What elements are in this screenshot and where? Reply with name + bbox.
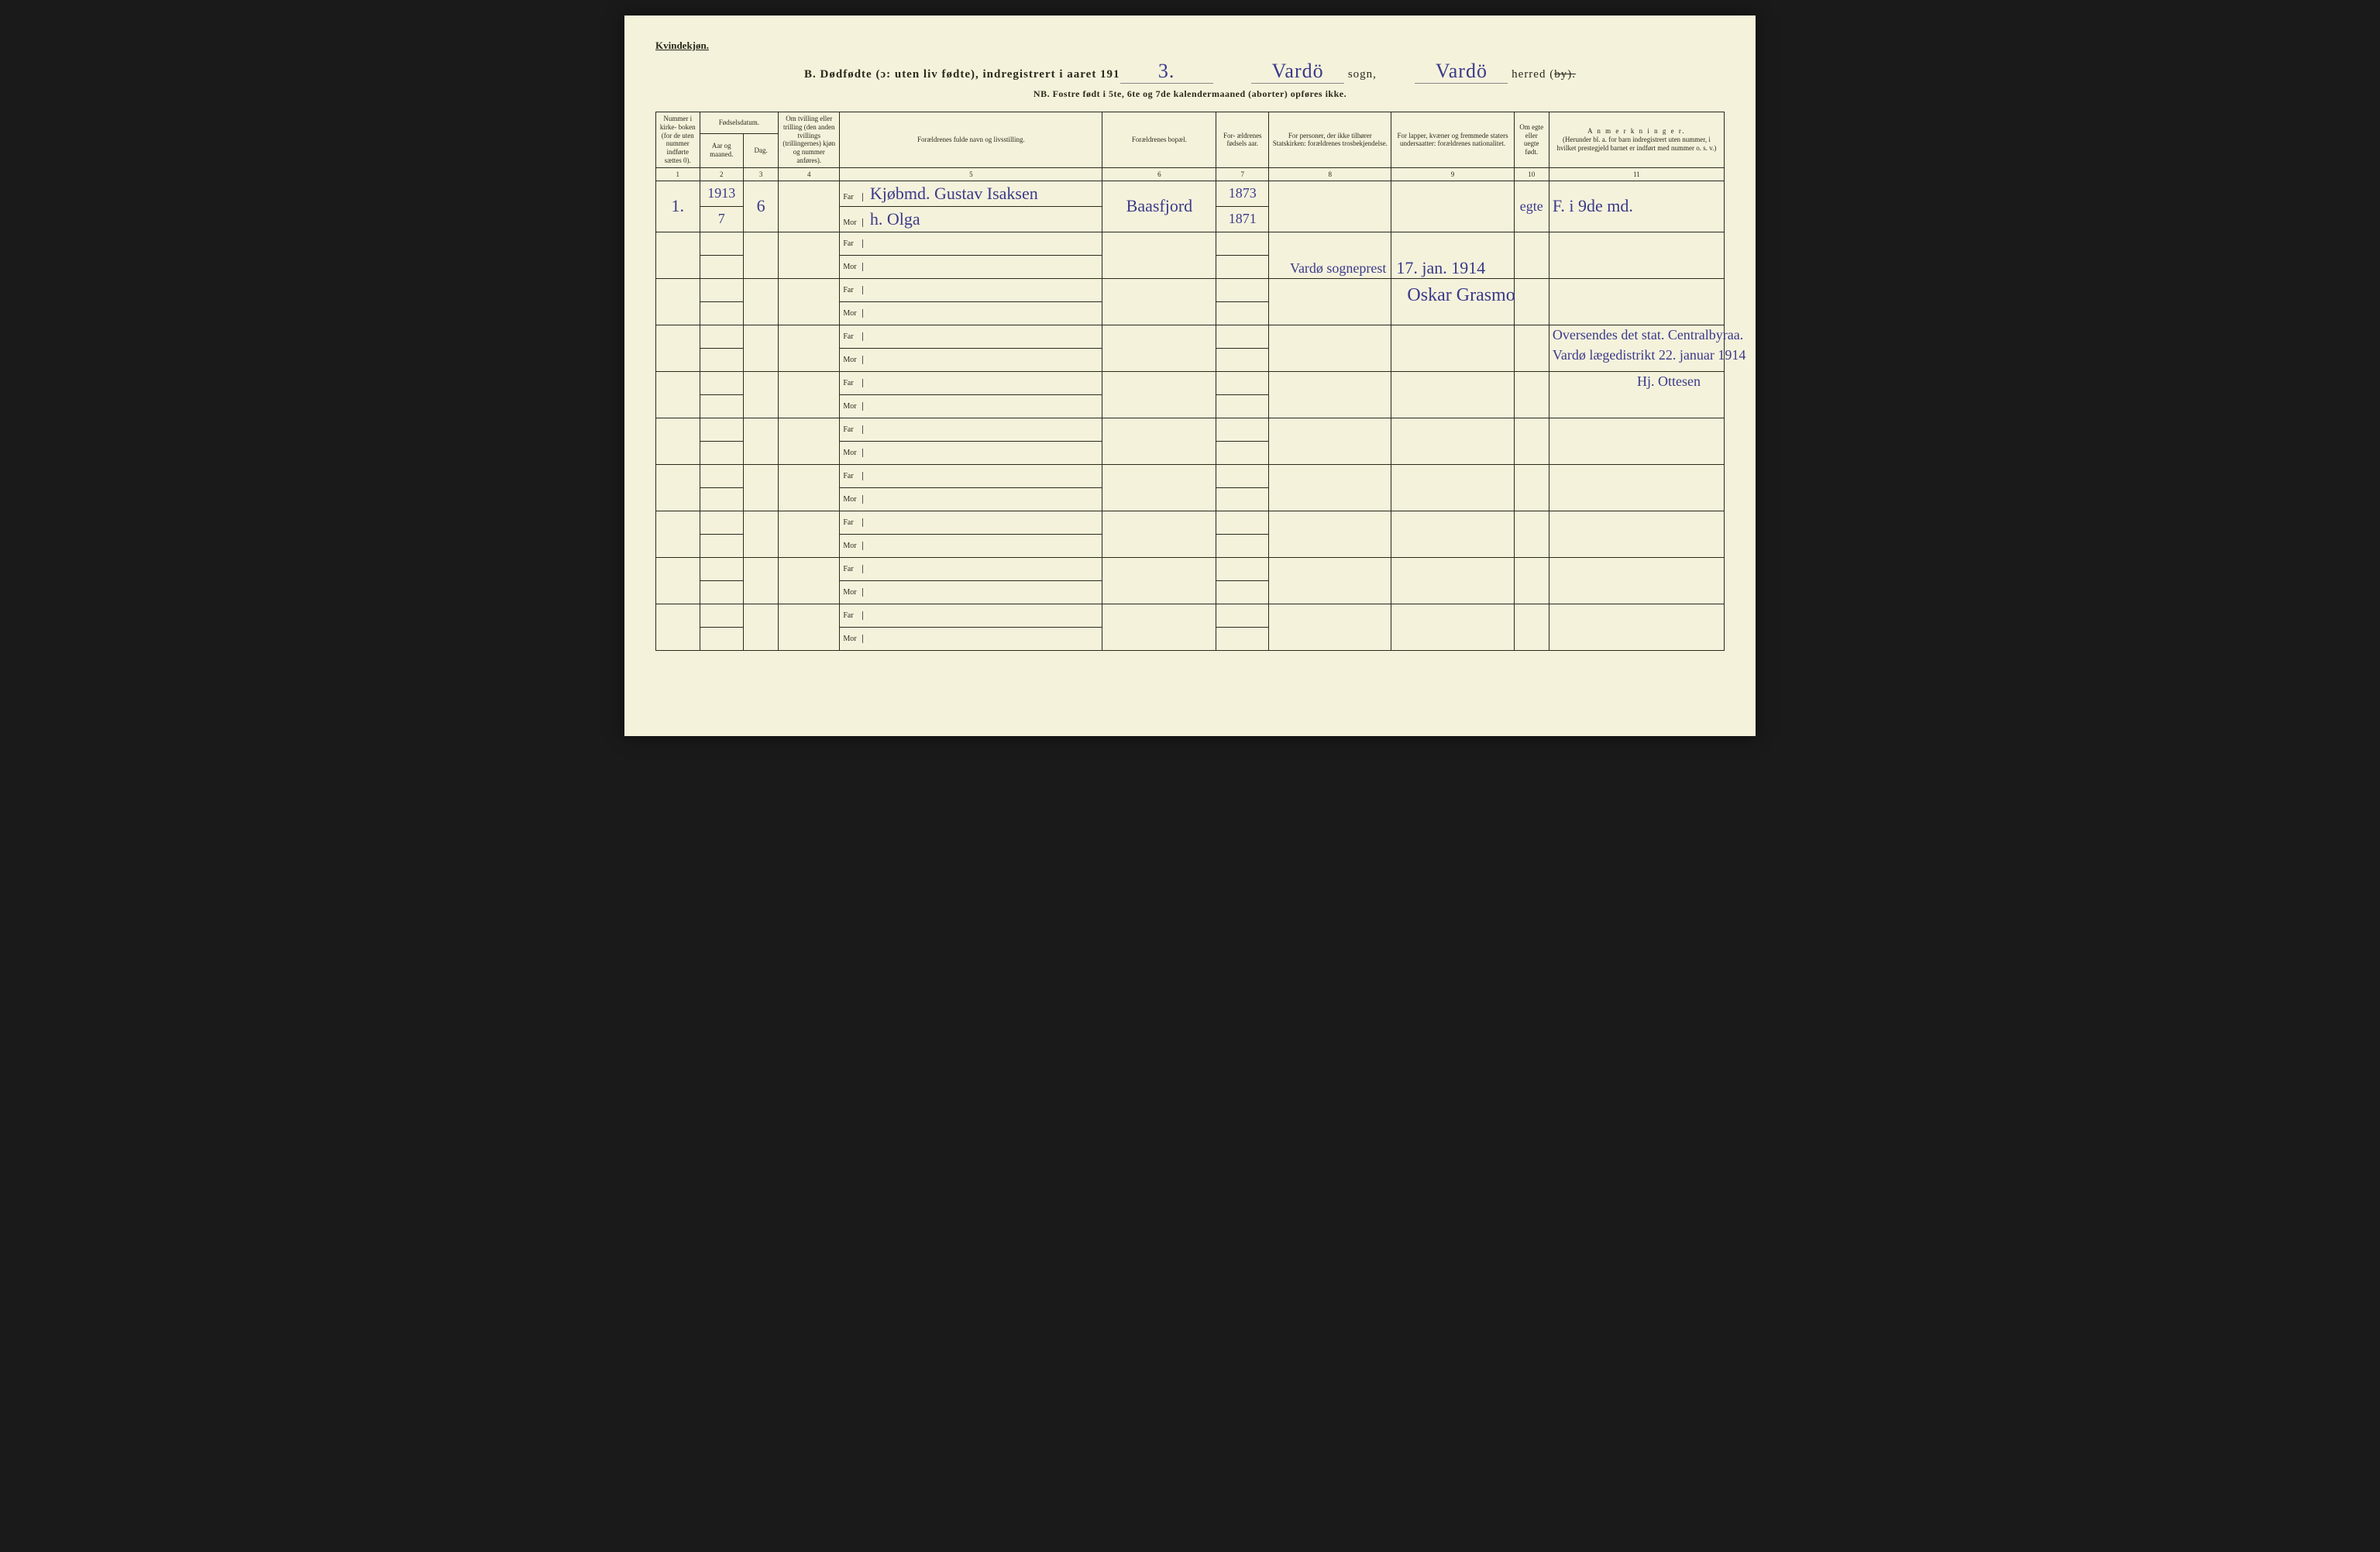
year-suffix: 3. (1120, 60, 1213, 84)
herred-label: herred ( (1512, 68, 1554, 81)
cell-mor-birth: 1871 (1216, 206, 1269, 232)
document-page: Kvindekjøn. B. Dødfødte (ɔ: uten liv fød… (624, 15, 1756, 736)
mor-label: Mor (843, 356, 863, 364)
header: Kvindekjøn. B. Dødfødte (ɔ: uten liv fød… (655, 39, 1725, 100)
cell-year: 1913 (700, 181, 744, 206)
col-header-8: For personer, der ikke tilhører Statskir… (1269, 112, 1391, 168)
col-header-11: A n m e r k n i n g e r. (Herunder bl. a… (1549, 112, 1724, 168)
cell-nat (1391, 181, 1514, 232)
cell-num: 1. (656, 181, 700, 232)
date1-annotation: 17. jan. 1914 (1396, 258, 1485, 278)
colnum-11: 11 (1549, 167, 1724, 181)
registry-table: Nummer i kirke- boken (for de uten numme… (655, 112, 1725, 651)
table-row: Far (656, 604, 1725, 627)
colnum-5: 5 (840, 167, 1102, 181)
col-header-1: Nummer i kirke- boken (for de uten numme… (656, 112, 700, 168)
col-header-2a: Aar og maaned. (700, 133, 744, 167)
far-label: Far (843, 518, 863, 527)
col-header-2b: Dag. (744, 133, 779, 167)
colnum-8: 8 (1269, 167, 1391, 181)
mor-label: Mor (843, 219, 863, 227)
signature1-annotation: Oskar Grasmo (1407, 285, 1515, 306)
forward1-annotation: Oversendes det stat. Centralbyraa. (1553, 327, 1743, 343)
mor-label: Mor (843, 263, 863, 271)
table-row: Far (656, 464, 1725, 487)
table-row: Far (656, 418, 1725, 441)
mor-label: Mor (843, 542, 863, 550)
colnum-1: 1 (656, 167, 700, 181)
table-row: Far Oskar Grasmo (656, 278, 1725, 301)
cell-mor: Mor h. Olga (840, 206, 1102, 232)
mor-label: Mor (843, 588, 863, 597)
col-header-9: For lapper, kvæner og fremmede staters u… (1391, 112, 1514, 168)
far-label: Far (843, 565, 863, 573)
table-head: Nummer i kirke- boken (for de uten numme… (656, 112, 1725, 181)
far-label: Far (843, 286, 863, 294)
annotation-cell: Oversendes det stat. Centralbyraa. Vardø… (1549, 325, 1724, 371)
herred-value: Vardö (1415, 60, 1508, 84)
mor-label: Mor (843, 635, 863, 643)
col-header-11-sub: (Herunder bl. a. for barn indregistrert … (1553, 136, 1721, 153)
col-header-5: Forældrenes fulde navn og livsstilling. (840, 112, 1102, 168)
herred-strike: by). (1554, 68, 1576, 81)
mor-label: Mor (843, 495, 863, 504)
col-header-10: Om egte eller uegte født. (1514, 112, 1549, 168)
cell-day: 6 (744, 181, 779, 232)
far-label: Far (843, 472, 863, 480)
colnum-10: 10 (1514, 167, 1549, 181)
far-label: Far (843, 239, 863, 248)
sogneprest-annotation: Vardø sogneprest (1290, 260, 1386, 277)
table-row: Far Vardø sogneprest 17. jan. 1914 (656, 232, 1725, 255)
mor-value: h. Olga (870, 209, 920, 229)
title-prefix: B. Dødfødte (ɔ: uten liv fødte), indregi… (804, 68, 1120, 81)
col-header-6: Forældrenes bopæl. (1102, 112, 1216, 168)
signature2-annotation: Hj. Ottesen (1637, 373, 1701, 390)
cell-twin (779, 181, 840, 232)
far-label: Far (843, 379, 863, 387)
cell-month: 7 (700, 206, 744, 232)
cell-bopel: Baasfjord (1102, 181, 1216, 232)
annotation-cell: Vardø sogneprest (1269, 232, 1391, 278)
sogn-label: sogn, (1348, 68, 1377, 81)
cell-far-birth: 1873 (1216, 181, 1269, 206)
table-row: Far (656, 511, 1725, 534)
mor-label: Mor (843, 309, 863, 318)
table-row: 1. 1913 6 Far Kjøbmd. Gustav Isaksen Baa… (656, 181, 1725, 206)
nb-line: NB. Fostre født i 5te, 6te og 7de kalend… (655, 88, 1725, 100)
cell-far: Far Kjøbmd. Gustav Isaksen (840, 181, 1102, 206)
colnum-6: 6 (1102, 167, 1216, 181)
sogn-value: Vardö (1251, 60, 1344, 84)
table-row: Far Hj. Ottesen (656, 371, 1725, 394)
table-row: Far Oversendes det stat. Centralbyraa. V… (656, 325, 1725, 348)
col-header-7: For- ældrenes fødsels aar. (1216, 112, 1269, 168)
mor-label: Mor (843, 449, 863, 457)
cell-remarks: F. i 9de md. (1549, 181, 1724, 232)
mor-label: Mor (843, 402, 863, 411)
cell-egte: egte (1514, 181, 1549, 232)
far-value: Kjøbmd. Gustav Isaksen (870, 184, 1038, 203)
far-label: Far (843, 611, 863, 620)
far-label: Far (843, 332, 863, 341)
table-row: Far (656, 557, 1725, 580)
colnum-7: 7 (1216, 167, 1269, 181)
forward2-annotation: Vardø lægedistrikt 22. januar 1914 (1553, 347, 1745, 363)
colnum-3: 3 (744, 167, 779, 181)
annotation-cell: Oskar Grasmo (1391, 278, 1514, 325)
annotation-cell: Hj. Ottesen (1549, 371, 1724, 418)
table-body: 1. 1913 6 Far Kjøbmd. Gustav Isaksen Baa… (656, 181, 1725, 650)
col-header-11-title: A n m e r k n i n g e r. (1553, 127, 1721, 136)
cell-tros (1269, 181, 1391, 232)
annotation-cell: 17. jan. 1914 (1391, 232, 1514, 278)
far-label: Far (843, 193, 863, 201)
colnum-2: 2 (700, 167, 744, 181)
column-number-row: 1 2 3 4 5 6 7 8 9 10 11 (656, 167, 1725, 181)
gender-label: Kvindekjøn. (655, 40, 709, 52)
colnum-4: 4 (779, 167, 840, 181)
title-line: B. Dødfødte (ɔ: uten liv fødte), indregi… (655, 60, 1725, 84)
col-header-4: Om tvilling eller trilling (den anden tv… (779, 112, 840, 168)
colnum-9: 9 (1391, 167, 1514, 181)
far-label: Far (843, 425, 863, 434)
col-header-2-group: Fødselsdatum. (700, 112, 779, 134)
